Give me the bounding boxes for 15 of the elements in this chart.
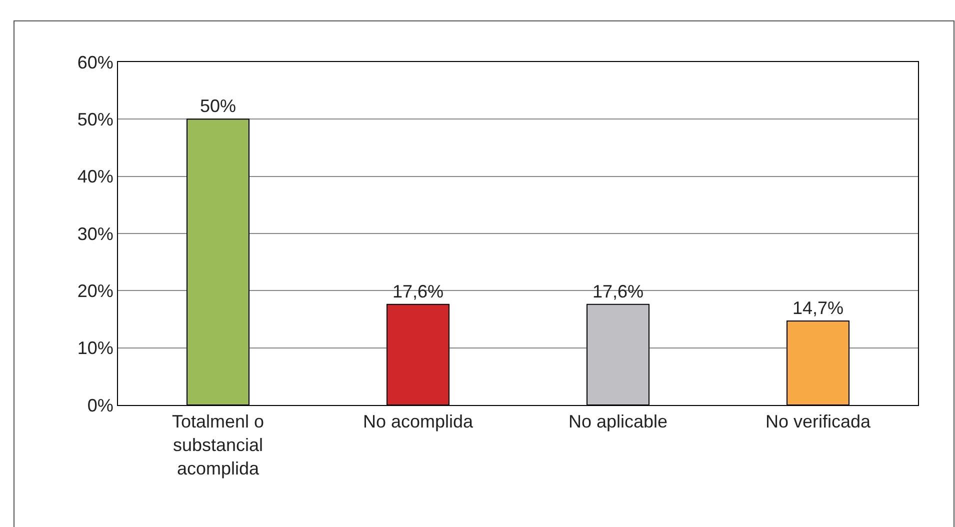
x-tick-label: No acomplida — [362, 412, 474, 432]
data-label: 17,6% — [592, 281, 644, 302]
x-tick-label: No verificada — [765, 412, 872, 432]
y-tick-label: 50% — [77, 109, 114, 130]
x-tick-label: Totalmenl o substancial acomplida — [172, 412, 264, 478]
y-tick-label: 40% — [77, 166, 114, 187]
data-label: 14,7% — [792, 298, 844, 318]
y-tick-label: 10% — [77, 338, 114, 358]
data-label: 50% — [200, 96, 236, 116]
x-tick-label: No aplicable — [568, 412, 668, 432]
y-tick-label: 20% — [77, 280, 114, 301]
y-tick-label: 30% — [77, 224, 114, 244]
data-label: 17,6% — [392, 281, 444, 302]
y-tick-label: 60% — [77, 52, 114, 72]
y-tick-label: 0% — [87, 395, 114, 416]
